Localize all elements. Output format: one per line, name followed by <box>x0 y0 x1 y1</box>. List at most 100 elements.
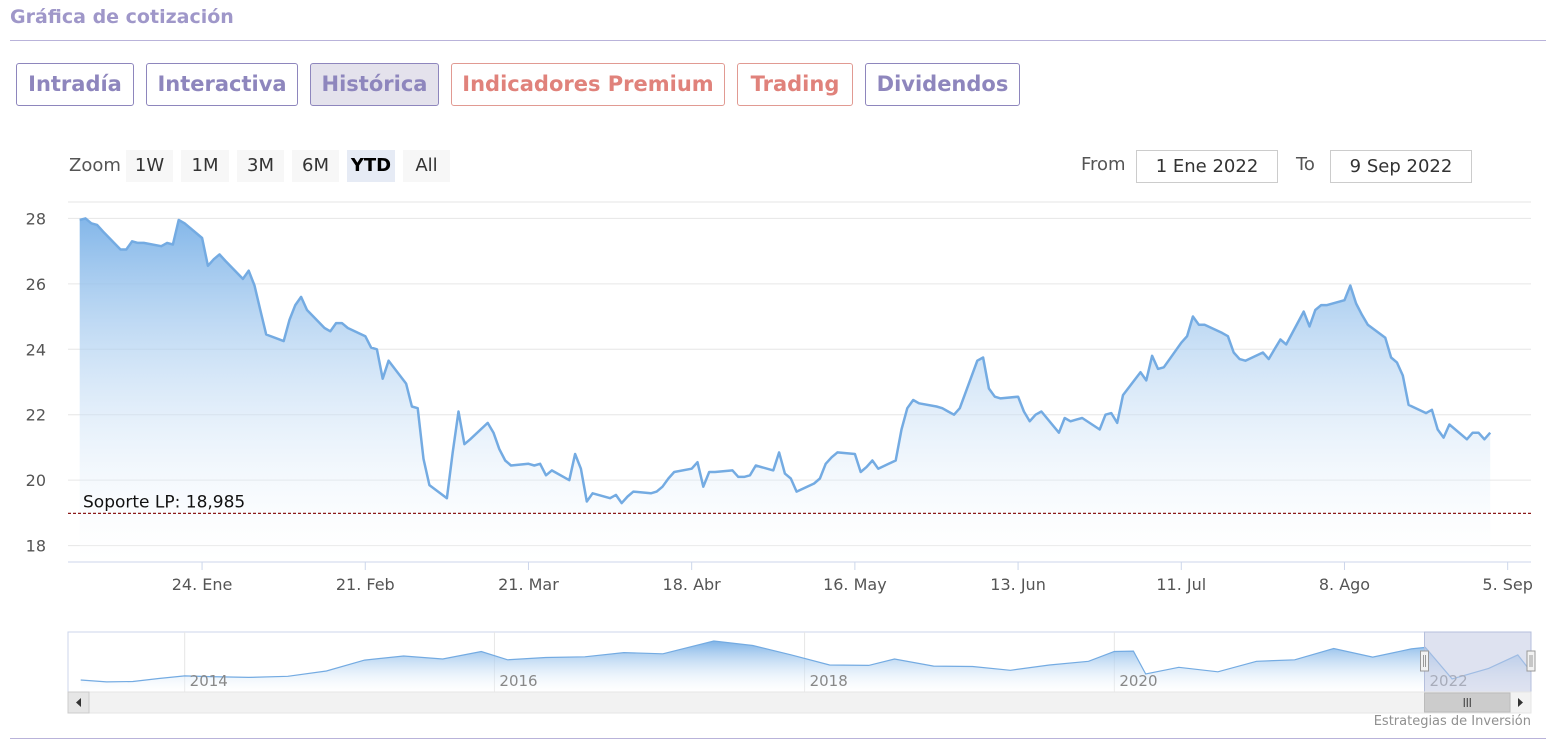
navigator-year-label: 2018 <box>810 672 848 690</box>
price-point <box>260 310 261 311</box>
price-point <box>825 463 826 464</box>
y-tick-label: 26 <box>26 275 46 294</box>
price-point <box>1356 303 1357 304</box>
tab-intradia[interactable]: Intradía <box>16 63 134 106</box>
price-point <box>784 473 785 474</box>
price-point <box>266 334 267 335</box>
from-label: From <box>1081 154 1126 175</box>
price-point <box>854 454 855 455</box>
navigator-area <box>80 641 1532 692</box>
price-point <box>1023 411 1024 412</box>
price-point <box>1187 336 1188 337</box>
support-label: Soporte LP: 18,985 <box>83 492 245 512</box>
tab-interactiva[interactable]: Interactiva <box>146 63 298 106</box>
price-point <box>814 483 815 484</box>
price-point <box>1262 352 1263 353</box>
price-point <box>347 328 348 329</box>
tab-historica[interactable]: Histórica <box>310 63 439 106</box>
price-point <box>773 470 774 471</box>
y-tick-label: 24 <box>26 340 46 359</box>
chart-credit[interactable]: Estrategias de Inversión <box>1373 714 1531 729</box>
price-point <box>143 242 144 243</box>
y-tick-label: 22 <box>26 406 46 425</box>
price-point <box>959 408 960 409</box>
to-label: To <box>1296 154 1315 175</box>
price-point <box>1064 418 1065 419</box>
zoom-3m-button[interactable]: 3M <box>237 150 284 182</box>
price-point <box>831 457 832 458</box>
price-point <box>289 319 290 320</box>
price-point <box>1327 305 1328 306</box>
zoom-1m-button[interactable]: 1M <box>181 150 229 182</box>
to-date-input[interactable]: 9 Sep 2022 <box>1330 150 1472 183</box>
price-point <box>225 260 226 261</box>
price-point <box>382 378 383 379</box>
price-point <box>1396 362 1397 363</box>
price-point <box>365 336 366 337</box>
price-point <box>633 491 634 492</box>
price-point <box>283 341 284 342</box>
scrollbar-track[interactable] <box>67 691 1532 714</box>
navigator-selection[interactable] <box>1423 631 1532 693</box>
price-point <box>983 357 984 358</box>
x-tick-label: 8. Ago <box>1319 575 1370 594</box>
price-point <box>1140 372 1141 373</box>
tab-indicadores-premium[interactable]: Indicadores Premium <box>451 63 725 106</box>
price-point <box>1268 359 1269 360</box>
price-point <box>790 478 791 479</box>
price-point <box>796 491 797 492</box>
price-point <box>1099 429 1100 430</box>
price-point <box>1239 359 1240 360</box>
price-point <box>627 496 628 497</box>
price-point <box>1437 429 1438 430</box>
navigator-handle-left[interactable] <box>1419 650 1429 672</box>
price-point <box>697 462 698 463</box>
price-point <box>551 470 552 471</box>
price-point <box>1117 422 1118 423</box>
price-point <box>1350 285 1351 286</box>
zoom-all-button[interactable]: All <box>403 150 450 182</box>
price-point <box>1408 404 1409 405</box>
price-point <box>569 480 570 481</box>
zoom-6m-button[interactable]: 6M <box>292 150 339 182</box>
navigator-line <box>80 640 1532 683</box>
price-point <box>1158 368 1159 369</box>
price-point <box>120 249 121 250</box>
price-point <box>1076 419 1077 420</box>
price-point <box>534 465 535 466</box>
price-point <box>371 347 372 348</box>
price-point <box>1280 339 1281 340</box>
from-date-input[interactable]: 1 Ene 2022 <box>1136 150 1278 183</box>
price-point <box>307 310 308 311</box>
tab-trading[interactable]: Trading <box>737 63 853 106</box>
navigator-handle-right[interactable] <box>1526 650 1536 672</box>
price-point <box>1204 324 1205 325</box>
price-point <box>248 270 249 271</box>
price-point <box>1233 352 1234 353</box>
price-point <box>202 238 203 239</box>
price-point <box>866 467 867 468</box>
price-point <box>732 470 733 471</box>
navigator-year-label: 2016 <box>499 672 537 690</box>
price-point <box>994 396 995 397</box>
price-point <box>1315 310 1316 311</box>
price-point <box>388 360 389 361</box>
price-point <box>242 278 243 279</box>
price-point <box>207 265 208 266</box>
zoom-ytd-button[interactable]: YTD <box>347 150 395 182</box>
price-point <box>1309 326 1310 327</box>
price-point <box>172 244 173 245</box>
price-point <box>674 472 675 473</box>
zoom-1w-button[interactable]: 1W <box>126 150 173 182</box>
x-tick-label: 13. Jun <box>990 575 1046 594</box>
tab-dividendos[interactable]: Dividendos <box>865 63 1020 106</box>
price-point <box>919 403 920 404</box>
price-point <box>336 323 337 324</box>
price-point <box>1111 413 1112 414</box>
chevron-left-icon <box>76 698 81 707</box>
price-point <box>1152 355 1153 356</box>
price-point <box>691 468 692 469</box>
price-point <box>738 476 739 477</box>
price-line <box>79 217 1492 505</box>
price-point <box>493 432 494 433</box>
